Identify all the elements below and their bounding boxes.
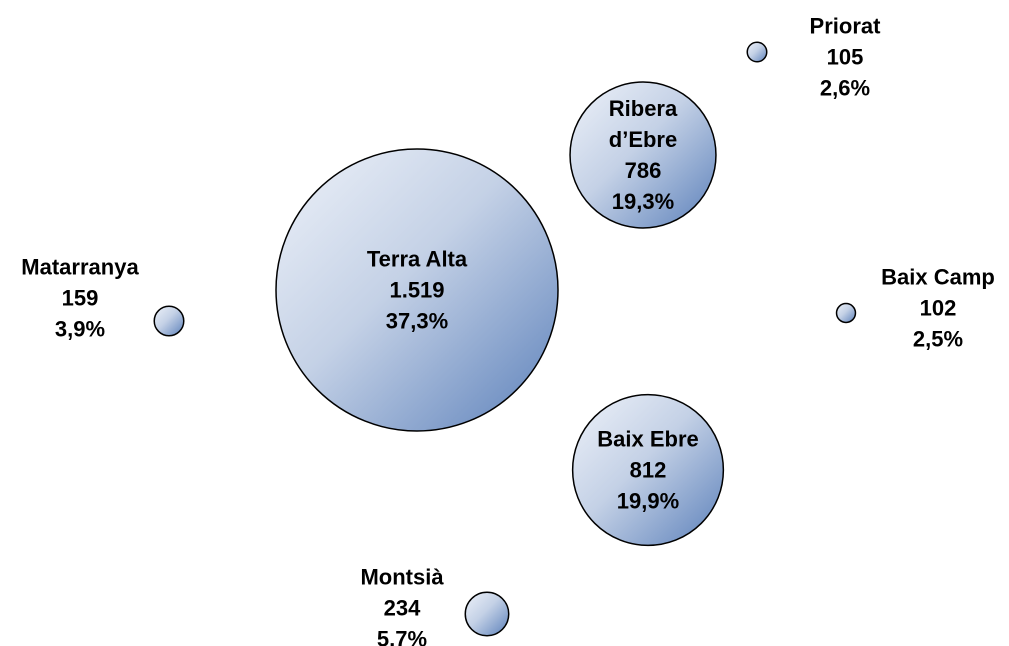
percentage-label: 2,6% [819,75,871,101]
bubble [275,148,559,432]
category-label: Ribera d’Ebre [608,96,678,152]
category-label: Baix Ebre [597,426,699,452]
category-label: Terra Alta [366,246,468,272]
percentage-label: 19,3% [611,189,675,214]
value-label: 234 [383,595,421,621]
bubble [464,591,510,637]
category-label: Matarranya [21,254,139,280]
percentage-label: 2,5% [912,326,964,352]
bubble-label: Ribera d’Ebre 786 19,3% [593,93,693,217]
bubble [835,302,857,324]
percentage-label: 3,9% [54,316,106,342]
category-label: Baix Camp [881,264,995,290]
bubble [569,81,717,229]
bubble-label: Baix Ebre 812 19,9% [548,424,748,517]
percentage-label: 19,9% [616,488,680,514]
percentage-label: 37,3% [385,308,449,334]
value-label: 1.519 [389,277,445,303]
value-label: 105 [826,44,864,70]
bubble-label: Montsià 234 5,7% [302,562,502,646]
bubble-label: Baix Camp 102 2,5% [838,262,1009,355]
bubble-label: Matarranya 159 3,9% [0,252,180,345]
category-label: Priorat [809,13,881,39]
value-label: 102 [919,295,957,321]
category-label: Montsià [360,564,444,590]
bubble [571,393,725,547]
percentage-label: 5,7% [376,626,428,646]
bubble-label: Priorat 105 2,6% [745,11,945,104]
bubble-label: Terra Alta 1.519 37,3% [307,244,527,337]
value-label: 786 [624,158,662,183]
value-label: 812 [629,457,667,483]
value-label: 159 [61,285,99,311]
bubble [153,305,185,337]
bubble [746,41,768,63]
